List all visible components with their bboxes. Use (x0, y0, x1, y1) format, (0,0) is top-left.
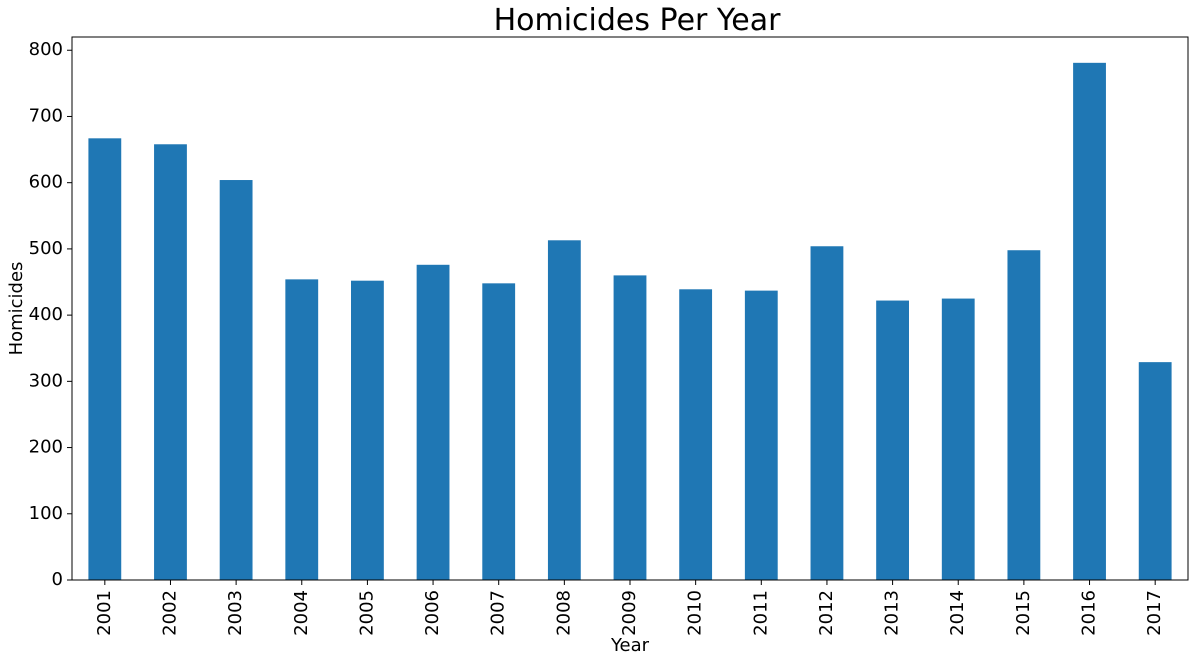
y-tick-label: 400 (29, 304, 63, 325)
y-tick-label: 800 (29, 39, 63, 60)
x-tick-label: 2009 (619, 590, 640, 636)
bar-2002 (154, 144, 187, 580)
bar-2012 (810, 246, 844, 580)
y-tick-label: 200 (29, 437, 63, 458)
x-tick-label: 2011 (750, 590, 771, 636)
x-tick-label: 2004 (291, 590, 312, 636)
chart-title: Homicides Per Year (494, 3, 781, 38)
x-tick-label: 2016 (1079, 590, 1100, 636)
bar-2017 (1138, 362, 1172, 580)
bar-2006 (416, 264, 450, 580)
y-tick-label: 100 (29, 503, 63, 524)
bar-2010 (679, 289, 713, 580)
bar-2008 (547, 240, 581, 581)
bar-2005 (351, 280, 384, 580)
x-tick-label: 2010 (685, 590, 706, 636)
x-tick-label: 2003 (225, 590, 246, 636)
x-tick-label: 2012 (816, 590, 837, 636)
x-axis: 2001 2002 2003 2004 2005 2006 2007 2008 2009 2010… (94, 580, 1165, 636)
bars-group (88, 62, 1172, 581)
bar-2015 (1007, 250, 1041, 581)
bar-2014 (941, 298, 975, 580)
x-tick-label: 2008 (553, 590, 574, 636)
bar-2003 (219, 180, 253, 580)
x-tick-label: 2017 (1144, 590, 1165, 636)
bar-2013 (876, 300, 909, 580)
y-tick-label: 300 (29, 370, 63, 391)
y-tick-label: 0 (52, 569, 63, 590)
bar-2001 (88, 138, 122, 580)
bar-2016 (1073, 62, 1106, 580)
y-tick-label: 700 (29, 105, 63, 126)
x-tick-label: 2002 (159, 590, 180, 636)
bar-2011 (744, 290, 778, 580)
y-tick-label: 500 (29, 238, 63, 259)
bar-2009 (613, 275, 647, 580)
plot-frame (71, 36, 1189, 581)
x-tick-label: 2006 (422, 590, 443, 636)
x-axis-label: Year (610, 635, 650, 656)
x-tick-label: 2005 (356, 590, 377, 636)
x-tick-label: 2015 (1013, 590, 1034, 636)
x-tick-label: 2013 (882, 590, 903, 636)
x-tick-label: 2007 (488, 590, 509, 636)
y-tick-label: 600 (29, 172, 63, 193)
bar-2004 (285, 279, 319, 580)
x-tick-label: 2014 (947, 590, 968, 636)
x-tick-label: 2001 (94, 590, 115, 636)
bar-2007 (482, 283, 516, 580)
y-axis: 0 100 200 300 400 500 600 700 800 (29, 39, 72, 590)
y-axis-label: Homicides (6, 262, 27, 356)
